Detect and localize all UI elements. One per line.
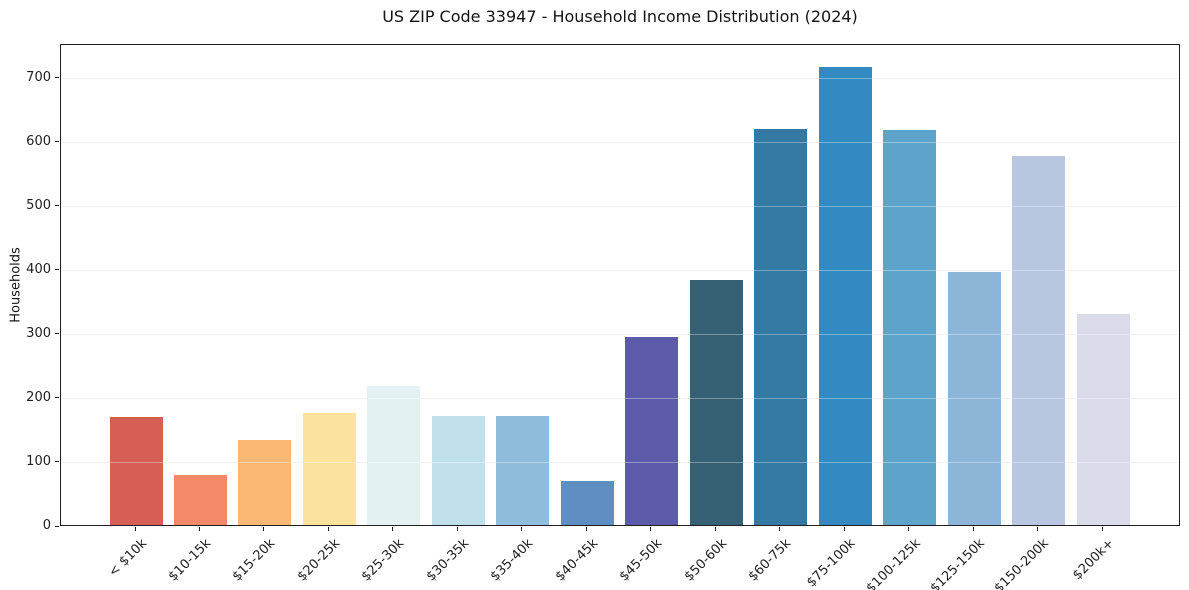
- y-tick-label: 300: [26, 325, 51, 341]
- x-tick-label: $25-30k: [358, 536, 408, 585]
- x-axis-tick: [521, 527, 523, 531]
- gridline: [61, 206, 1179, 208]
- x-tick-label: $100-125k: [863, 536, 924, 590]
- x-axis-tick: [779, 527, 781, 531]
- bar-10-15k: [173, 475, 227, 525]
- x-tick-label: $150-200k: [991, 536, 1053, 590]
- x-axis-tick: [585, 527, 587, 531]
- x-tick-label: $50-60k: [681, 536, 730, 585]
- gridline: [61, 398, 1179, 400]
- gridline-overlay: [61, 142, 1179, 144]
- gridline-overlay: [61, 334, 1179, 336]
- x-axis-tick: [972, 527, 974, 531]
- bar-125-150k: [947, 271, 1001, 525]
- bar-45-50k: [625, 337, 679, 525]
- gridline-overlay: [61, 270, 1179, 272]
- gridline: [61, 270, 1179, 272]
- x-tick-label: $10-15k: [165, 536, 215, 585]
- y-axis-tick: [55, 397, 59, 399]
- bar-75-100k: [818, 66, 872, 525]
- x-axis-tick: [327, 527, 329, 531]
- y-axis-tick: [55, 269, 59, 271]
- x-tick-label: < $10k: [105, 536, 150, 581]
- y-axis-tick: [55, 461, 59, 463]
- gridline-overlay: [61, 462, 1179, 464]
- y-axis-tick: [55, 525, 59, 527]
- y-axis-tick: [55, 141, 59, 143]
- gridline: [61, 334, 1179, 336]
- gridline: [61, 462, 1179, 464]
- bar-100-125k: [883, 130, 937, 525]
- x-tick-label: $40-45k: [552, 536, 601, 585]
- bar-150-200k: [1012, 155, 1066, 525]
- x-axis-tick: [1101, 527, 1103, 531]
- y-axis-tick: [55, 77, 59, 79]
- x-tick-label: $125-150k: [927, 536, 988, 590]
- x-tick-label: $200k+: [1069, 536, 1117, 584]
- chart-title: US ZIP Code 33947 - Household Income Dis…: [382, 7, 858, 26]
- x-tick-label: $15-20k: [230, 536, 279, 585]
- x-axis-tick: [908, 527, 910, 531]
- bar-200k: [1076, 313, 1130, 525]
- y-tick-label: 200: [26, 389, 51, 405]
- y-axis-tick: [55, 205, 59, 207]
- y-axis-tick: [55, 333, 59, 335]
- bar-30-35k: [431, 416, 485, 525]
- x-axis-tick: [714, 527, 716, 531]
- gridline: [61, 142, 1179, 144]
- bar-35-40k: [496, 416, 550, 525]
- bar-40-45k: [560, 481, 614, 525]
- x-axis-tick: [650, 527, 652, 531]
- bar-20-25k: [302, 412, 356, 525]
- x-axis-tick: [1037, 527, 1039, 531]
- x-tick-label: $30-35k: [423, 536, 472, 585]
- x-axis-tick: [456, 527, 458, 531]
- bar-50-60k: [689, 280, 743, 525]
- x-axis-tick: [263, 527, 265, 531]
- x-tick-label: $20-25k: [294, 536, 344, 585]
- bar-60-75k: [754, 128, 808, 525]
- x-tick-label: $35-40k: [487, 536, 537, 585]
- x-axis-tick: [392, 527, 394, 531]
- y-tick-label: 600: [26, 133, 51, 149]
- y-tick-label: 100: [26, 453, 51, 469]
- y-tick-label: 0: [42, 518, 51, 533]
- x-tick-label: $60-75k: [745, 536, 795, 585]
- y-tick-label: 700: [26, 69, 51, 85]
- bar-15-20k: [238, 439, 292, 525]
- x-axis-tick: [843, 527, 845, 531]
- y-axis-label: Households: [8, 247, 24, 323]
- bar-25-30k: [367, 386, 421, 525]
- y-tick-label: 500: [26, 197, 51, 213]
- bar-10k: [109, 416, 163, 525]
- gridline-overlay: [61, 206, 1179, 208]
- x-tick-label: $45-50k: [616, 536, 666, 585]
- x-axis-tick: [198, 527, 200, 531]
- gridline: [61, 78, 1179, 80]
- x-tick-label: $75-100k: [804, 536, 859, 590]
- gridline-overlay: [61, 398, 1179, 400]
- x-axis-tick: [134, 527, 136, 531]
- plot-area: [60, 44, 1180, 526]
- gridline-overlay: [61, 78, 1179, 80]
- y-tick-label: 400: [26, 261, 51, 277]
